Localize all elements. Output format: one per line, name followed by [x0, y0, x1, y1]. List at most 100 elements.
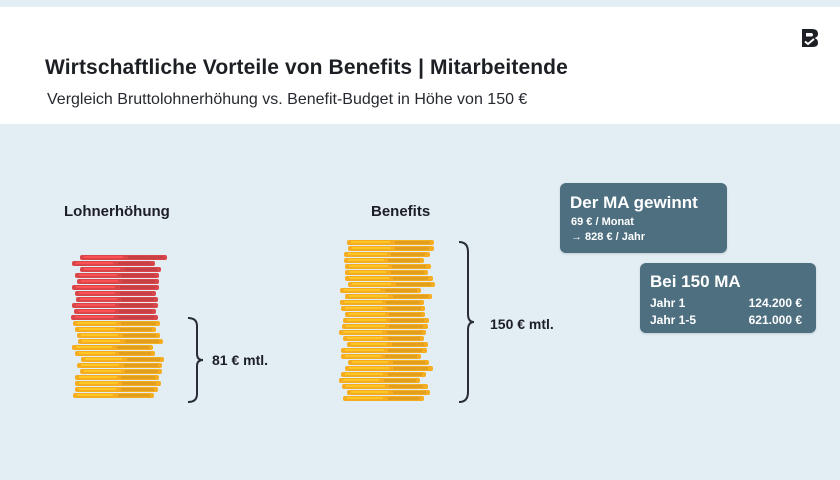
- coin-shade: [390, 319, 424, 322]
- header-banner: [0, 7, 840, 124]
- coin-highlight: [85, 358, 122, 360]
- coin-shade: [388, 259, 420, 262]
- coin-highlight: [79, 388, 116, 390]
- coin-shade: [385, 355, 417, 358]
- coin-highlight: [345, 307, 383, 309]
- coin-shade: [389, 325, 423, 328]
- coin-shade: [117, 346, 149, 349]
- coin-shade: [393, 367, 428, 370]
- coin-highlight: [75, 316, 114, 318]
- coin-highlight: [344, 301, 382, 303]
- coin-highlight: [76, 286, 115, 288]
- coin-highlight: [347, 337, 383, 339]
- coin-highlight: [79, 352, 115, 354]
- coin-highlight: [349, 295, 388, 297]
- coin-shade: [122, 280, 155, 283]
- coin-shade: [123, 334, 156, 337]
- coin-highlight: [84, 268, 120, 270]
- card-150-ma-row: Jahr 1 124.200 €: [650, 296, 802, 310]
- coin-highlight: [346, 325, 385, 327]
- coin-shade: [119, 352, 151, 355]
- coin-shade: [384, 379, 416, 382]
- coin-highlight: [80, 298, 117, 300]
- page-title: Wirtschaftliche Vorteile von Benefits | …: [45, 56, 568, 79]
- coin-highlight: [343, 331, 382, 333]
- coin-stack-benefits: [339, 240, 435, 401]
- coin-shade: [396, 283, 431, 286]
- coin-shade: [395, 247, 429, 250]
- coin-shade: [121, 376, 155, 379]
- row-label: Jahr 1-5: [650, 313, 697, 327]
- coin-highlight: [351, 391, 388, 393]
- coin-highlight: [79, 292, 115, 294]
- coin-shade: [387, 307, 421, 310]
- amount-lohnerhoehung: 81 € mtl.: [212, 352, 269, 368]
- coin-shade: [393, 277, 428, 280]
- coin-highlight: [347, 397, 383, 399]
- coin-highlight: [344, 289, 380, 291]
- row-label: Jahr 1: [650, 296, 686, 310]
- coin-highlight: [346, 385, 385, 387]
- label-lohnerhoehung: Lohnerhöhung: [64, 203, 170, 220]
- coin-highlight: [347, 319, 386, 321]
- card-150-ma: Bei 150 MA Jahr 1 124.200 € Jahr 1-5 621…: [640, 263, 816, 333]
- coin-highlight: [349, 313, 385, 315]
- coin-shade: [128, 256, 163, 259]
- coin-highlight: [81, 334, 118, 336]
- coin-highlight: [352, 361, 388, 363]
- coin-shade: [118, 262, 151, 265]
- coin-shade: [122, 382, 156, 385]
- coin-shade: [391, 253, 425, 256]
- card-ma-gewinnt-title: Der MA gewinnt: [570, 193, 698, 212]
- coin-highlight: [79, 274, 117, 276]
- coin-highlight: [349, 367, 389, 369]
- coin-shade: [125, 268, 157, 271]
- coin-shade: [124, 364, 158, 367]
- coin-shade: [119, 316, 154, 319]
- coin-highlight: [343, 379, 379, 381]
- coin-highlight: [349, 265, 388, 267]
- coin-highlight: [351, 343, 387, 345]
- coin-highlight: [345, 349, 384, 351]
- coin-highlight: [345, 373, 383, 375]
- coin-highlight: [351, 241, 390, 243]
- bracket-left: [187, 317, 204, 403]
- coin-highlight: [79, 328, 115, 330]
- coin-shade: [119, 310, 152, 313]
- coin-shade: [395, 241, 430, 244]
- coin-shade: [393, 295, 428, 298]
- coin-shade: [125, 370, 158, 373]
- card-ma-gewinnt-monthly: 69 € / Monat: [571, 216, 634, 228]
- label-benefits: Benefits: [371, 203, 431, 220]
- coin-shade: [121, 322, 156, 325]
- coin-shade: [385, 289, 417, 292]
- coin-shade: [388, 397, 420, 400]
- coin-shade: [388, 349, 422, 352]
- coin-highlight: [348, 259, 384, 261]
- card-150-ma-title: Bei 150 MA: [650, 272, 741, 291]
- coin-highlight: [76, 262, 113, 264]
- coin-shade: [127, 358, 160, 361]
- coin-highlight: [81, 364, 119, 366]
- coin-highlight: [84, 370, 121, 372]
- coin-highlight: [76, 346, 112, 348]
- coin-shade: [392, 343, 424, 346]
- coin-highlight: [345, 355, 381, 357]
- coin-highlight: [76, 304, 115, 306]
- coin-highlight: [352, 247, 391, 249]
- coin-shade: [121, 274, 155, 277]
- coin-shade: [121, 388, 154, 391]
- coin-shade: [119, 304, 153, 307]
- amount-benefits: 150 € mtl.: [490, 316, 554, 332]
- coin-highlight: [77, 322, 116, 324]
- coin-highlight: [352, 283, 391, 285]
- coin-shade: [389, 313, 421, 316]
- coin-highlight: [82, 340, 120, 342]
- card-ma-gewinnt-yearly: → 828 € / Jahr: [571, 231, 645, 243]
- coin-stack-lohnerhoehung: [71, 255, 167, 398]
- row-value: 124.200 €: [748, 296, 802, 310]
- coin-highlight: [78, 310, 115, 312]
- coin-highlight: [348, 253, 387, 255]
- coin-shade: [118, 394, 150, 397]
- coin-shade: [388, 373, 422, 376]
